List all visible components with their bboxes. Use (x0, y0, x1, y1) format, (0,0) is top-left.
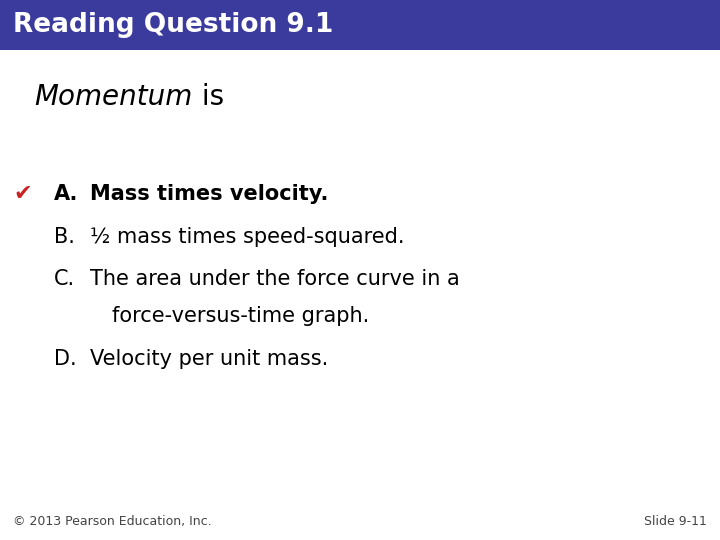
Text: force-versus-time graph.: force-versus-time graph. (112, 306, 369, 326)
Text: The area under the force curve in a: The area under the force curve in a (90, 268, 460, 289)
Text: Mass times velocity.: Mass times velocity. (90, 184, 328, 205)
Text: ½ mass times speed-squared.: ½ mass times speed-squared. (90, 226, 405, 247)
Bar (0, 0, 720, 50)
Text: Momentum: Momentum (35, 83, 193, 111)
Text: Slide 9-11: Slide 9-11 (644, 515, 707, 528)
Text: B.: B. (54, 226, 75, 247)
Text: is: is (193, 83, 224, 111)
Text: C.: C. (54, 268, 75, 289)
Text: Reading Question 9.1: Reading Question 9.1 (13, 12, 333, 38)
Text: D.: D. (54, 348, 76, 369)
Text: © 2013 Pearson Education, Inc.: © 2013 Pearson Education, Inc. (13, 515, 212, 528)
Text: Velocity per unit mass.: Velocity per unit mass. (90, 348, 328, 369)
Text: ✔: ✔ (13, 184, 32, 205)
Text: A.: A. (54, 184, 78, 205)
